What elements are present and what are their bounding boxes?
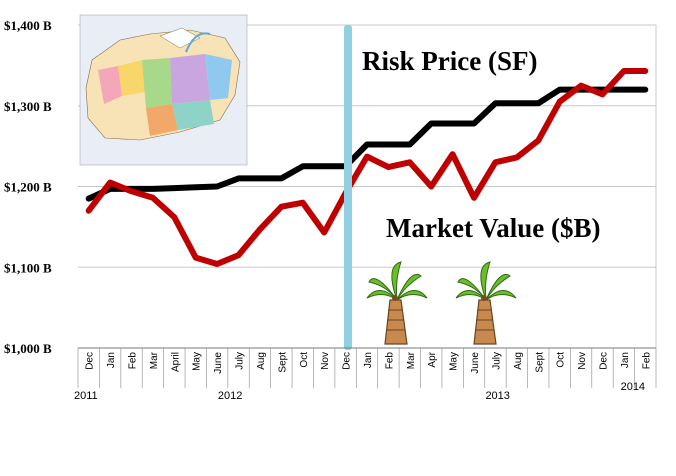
- year-label: 2011: [74, 390, 98, 402]
- x-tick-label: Aug: [513, 352, 524, 370]
- data-point: [429, 121, 434, 126]
- x-tick-label: May: [449, 352, 460, 371]
- data-point: [557, 87, 562, 92]
- data-point: [257, 176, 262, 181]
- y-axis-ticks: $1,000 B $1,100 B $1,200 B $1,300 B $1,400 B: [4, 18, 52, 356]
- x-tick-label: Jan: [620, 352, 631, 368]
- data-point: [365, 142, 369, 147]
- market-value-label: Market Value ($B): [386, 213, 600, 243]
- x-tick-label: Dec: [598, 352, 609, 370]
- x-tick-label: Jan: [106, 352, 117, 368]
- data-point: [386, 165, 391, 170]
- x-tick-label: Feb: [128, 352, 139, 370]
- data-point: [514, 155, 519, 160]
- x-tick-label: Apr: [427, 351, 438, 367]
- data-point: [600, 92, 605, 97]
- x-tick-label: Aug: [256, 352, 267, 370]
- data-point: [279, 176, 284, 181]
- data-point: [621, 69, 626, 74]
- data-point: [514, 101, 519, 106]
- data-point: [279, 204, 284, 209]
- x-tick-label: Feb: [384, 352, 395, 370]
- x-tick-label: Dec: [342, 352, 353, 370]
- x-tick-label: Mar: [406, 351, 417, 369]
- data-point: [557, 99, 562, 104]
- data-point: [493, 101, 498, 106]
- x-tick-label: Dec: [85, 352, 96, 370]
- data-point: [493, 160, 498, 165]
- x-tick-label: Feb: [641, 352, 652, 370]
- data-point: [108, 180, 113, 185]
- data-point: [129, 189, 134, 194]
- series-lines: [85, 68, 649, 267]
- data-point: [450, 152, 455, 157]
- data-point: [300, 164, 305, 169]
- data-point: [150, 186, 155, 191]
- x-tick-label: Oct: [556, 352, 567, 368]
- data-point: [322, 230, 327, 235]
- x-tick-label: June: [213, 352, 224, 374]
- data-point: [257, 227, 262, 232]
- year-label: 2013: [485, 390, 509, 402]
- year-label: 2012: [218, 390, 242, 402]
- x-tick-label: July: [491, 352, 502, 370]
- data-point: [579, 83, 584, 88]
- x-tick-label: April: [170, 352, 181, 372]
- palm-tree-icon: [455, 261, 517, 345]
- data-point: [472, 121, 477, 126]
- data-point: [86, 196, 91, 201]
- data-point: [536, 138, 541, 143]
- data-point: [236, 176, 241, 181]
- data-point: [472, 195, 477, 200]
- year-label: 2014: [621, 381, 645, 393]
- x-axis-ticks: Dec Jan Feb Mar April May June July Aug Sept Oct No…: [74, 348, 657, 402]
- y-tick-label: $1,200 B: [4, 180, 52, 195]
- y-tick-label: $1,400 B: [4, 18, 52, 33]
- data-point: [172, 215, 177, 220]
- data-point: [643, 69, 648, 74]
- data-point: [621, 87, 626, 92]
- x-tick-label: Mar: [149, 351, 160, 369]
- y-tick-label: $1,300 B: [4, 99, 52, 114]
- data-point: [193, 185, 198, 190]
- x-tick-label: Nov: [577, 352, 588, 370]
- data-point: [643, 87, 648, 92]
- x-tick-label: Sept: [534, 352, 545, 373]
- data-point: [300, 200, 305, 205]
- data-point: [236, 253, 241, 258]
- x-tick-label: June: [470, 352, 481, 374]
- data-point: [407, 160, 412, 165]
- y-tick-label: $1,100 B: [4, 260, 52, 275]
- data-point: [450, 121, 455, 126]
- data-point: [322, 164, 327, 169]
- x-tick-label: Nov: [320, 352, 331, 370]
- x-tick-label: Jan: [363, 352, 374, 368]
- data-point: [365, 154, 369, 159]
- palm-tree-icon: [366, 261, 428, 345]
- canada-map-image: [79, 14, 248, 166]
- data-point: [215, 184, 220, 189]
- x-tick-label: Oct: [299, 352, 310, 368]
- risk-price-label: Risk Price (SF): [362, 46, 537, 76]
- data-point: [150, 195, 155, 200]
- y-tick-label: $1,000 B: [4, 341, 52, 356]
- data-point: [215, 262, 220, 267]
- data-point: [86, 208, 91, 213]
- period-divider: [344, 25, 352, 350]
- data-point: [172, 186, 177, 191]
- data-point: [386, 142, 391, 147]
- data-point: [407, 142, 412, 147]
- x-tick-label: July: [235, 352, 246, 370]
- x-tick-label: Sept: [277, 352, 288, 373]
- data-point: [429, 184, 434, 189]
- x-tick-label: May: [192, 352, 203, 371]
- data-point: [536, 101, 541, 106]
- data-point: [193, 255, 198, 260]
